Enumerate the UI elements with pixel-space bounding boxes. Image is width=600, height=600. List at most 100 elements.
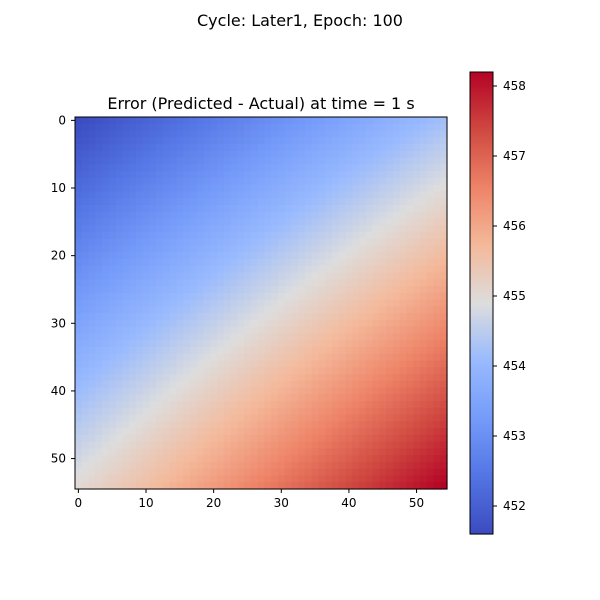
heatmap-cell: [359, 164, 367, 172]
heatmap-cell: [379, 238, 387, 247]
heatmap-cell: [271, 360, 279, 368]
heatmap-cell: [365, 428, 374, 436]
x-tick-label: 20: [206, 496, 221, 510]
heatmap-cell: [95, 421, 103, 429]
heatmap-cell: [264, 333, 272, 341]
heatmap-cell: [338, 407, 347, 416]
heatmap-cell: [88, 326, 96, 335]
heatmap-cell: [379, 448, 387, 456]
heatmap-cell: [298, 387, 306, 395]
heatmap-cell: [399, 441, 408, 450]
heatmap-cell: [277, 279, 286, 287]
heatmap-cell: [413, 434, 421, 443]
heatmap-cell: [115, 360, 123, 368]
heatmap-cell: [298, 482, 306, 490]
heatmap-cell: [162, 428, 171, 436]
heatmap-cell: [304, 461, 313, 470]
heatmap-cell: [189, 191, 198, 199]
heatmap-cell: [413, 265, 421, 274]
colorbar-segment: [470, 302, 493, 305]
heatmap-cell: [95, 177, 103, 186]
heatmap-cell: [392, 448, 401, 456]
heatmap-cell: [284, 407, 293, 416]
heatmap-cell: [176, 286, 184, 294]
heatmap-cell: [135, 333, 144, 341]
heatmap-cell: [291, 137, 299, 145]
colorbar-segment: [470, 294, 493, 297]
heatmap-cell: [298, 272, 306, 280]
heatmap-cell: [426, 265, 435, 274]
heatmap-cell: [162, 394, 171, 402]
heatmap-cell: [115, 198, 123, 206]
colorbar-segment: [470, 476, 493, 479]
colorbar-segment: [470, 194, 493, 197]
heatmap-cell: [433, 346, 441, 355]
heatmap-cell: [142, 461, 150, 470]
heatmap-cell: [122, 292, 130, 301]
heatmap-cell: [379, 380, 387, 389]
heatmap-cell: [338, 123, 347, 132]
heatmap-cell: [189, 421, 198, 429]
heatmap-cell: [115, 292, 123, 301]
colorbar-segment: [470, 210, 493, 213]
heatmap-cell: [217, 265, 225, 274]
x-tick-label: 30: [274, 496, 289, 510]
heatmap-cell: [426, 231, 435, 240]
heatmap-cell: [149, 150, 157, 159]
heatmap-cell: [122, 279, 130, 287]
heatmap-cell: [142, 198, 150, 206]
heatmap-cell: [257, 374, 265, 382]
heatmap-cell: [332, 123, 340, 132]
heatmap-cell: [359, 414, 367, 422]
heatmap-cell: [352, 461, 360, 470]
heatmap-cell: [122, 387, 130, 395]
heatmap-cell: [311, 401, 320, 409]
heatmap-cell: [277, 184, 286, 192]
heatmap-cell: [345, 387, 353, 395]
heatmap-cell: [413, 299, 421, 307]
heatmap-cell: [298, 428, 306, 436]
y-tick-label: 10: [51, 181, 66, 195]
heatmap-cell: [135, 177, 144, 186]
heatmap-cell: [277, 150, 286, 159]
heatmap-cell: [311, 394, 320, 402]
heatmap-cell: [352, 299, 360, 307]
heatmap-cell: [217, 306, 225, 314]
heatmap-cell: [277, 177, 286, 186]
heatmap-cell: [392, 367, 401, 375]
heatmap-cell: [392, 455, 401, 463]
heatmap-cell: [386, 117, 394, 125]
heatmap-cell: [210, 346, 218, 355]
heatmap-cell: [149, 428, 157, 436]
heatmap-cell: [318, 164, 326, 172]
heatmap-cell: [345, 326, 353, 335]
heatmap-cell: [122, 380, 130, 389]
heatmap-cell: [230, 286, 238, 294]
heatmap-cell: [304, 401, 313, 409]
heatmap-cell: [311, 313, 320, 321]
heatmap-cell: [325, 252, 333, 260]
heatmap-cell: [250, 177, 259, 186]
heatmap-cell: [237, 218, 245, 226]
heatmap-cell: [271, 177, 279, 186]
heatmap-cell: [338, 448, 347, 456]
heatmap-cell: [352, 150, 360, 159]
heatmap-cell: [318, 299, 326, 307]
heatmap-cell: [332, 333, 340, 341]
heatmap-cell: [203, 231, 211, 240]
heatmap-cell: [413, 441, 421, 450]
heatmap-cell: [162, 407, 171, 416]
heatmap-cell: [108, 231, 117, 240]
heatmap-cell: [359, 150, 367, 159]
heatmap-cell: [115, 468, 123, 477]
heatmap-cell: [419, 286, 428, 294]
heatmap-cell: [440, 421, 448, 429]
heatmap-cell: [345, 434, 353, 443]
heatmap-cell: [237, 461, 245, 470]
heatmap-cell: [419, 272, 428, 280]
heatmap-cell: [189, 164, 198, 172]
heatmap-cell: [325, 482, 333, 490]
heatmap-cell: [379, 394, 387, 402]
heatmap-cell: [311, 252, 320, 260]
